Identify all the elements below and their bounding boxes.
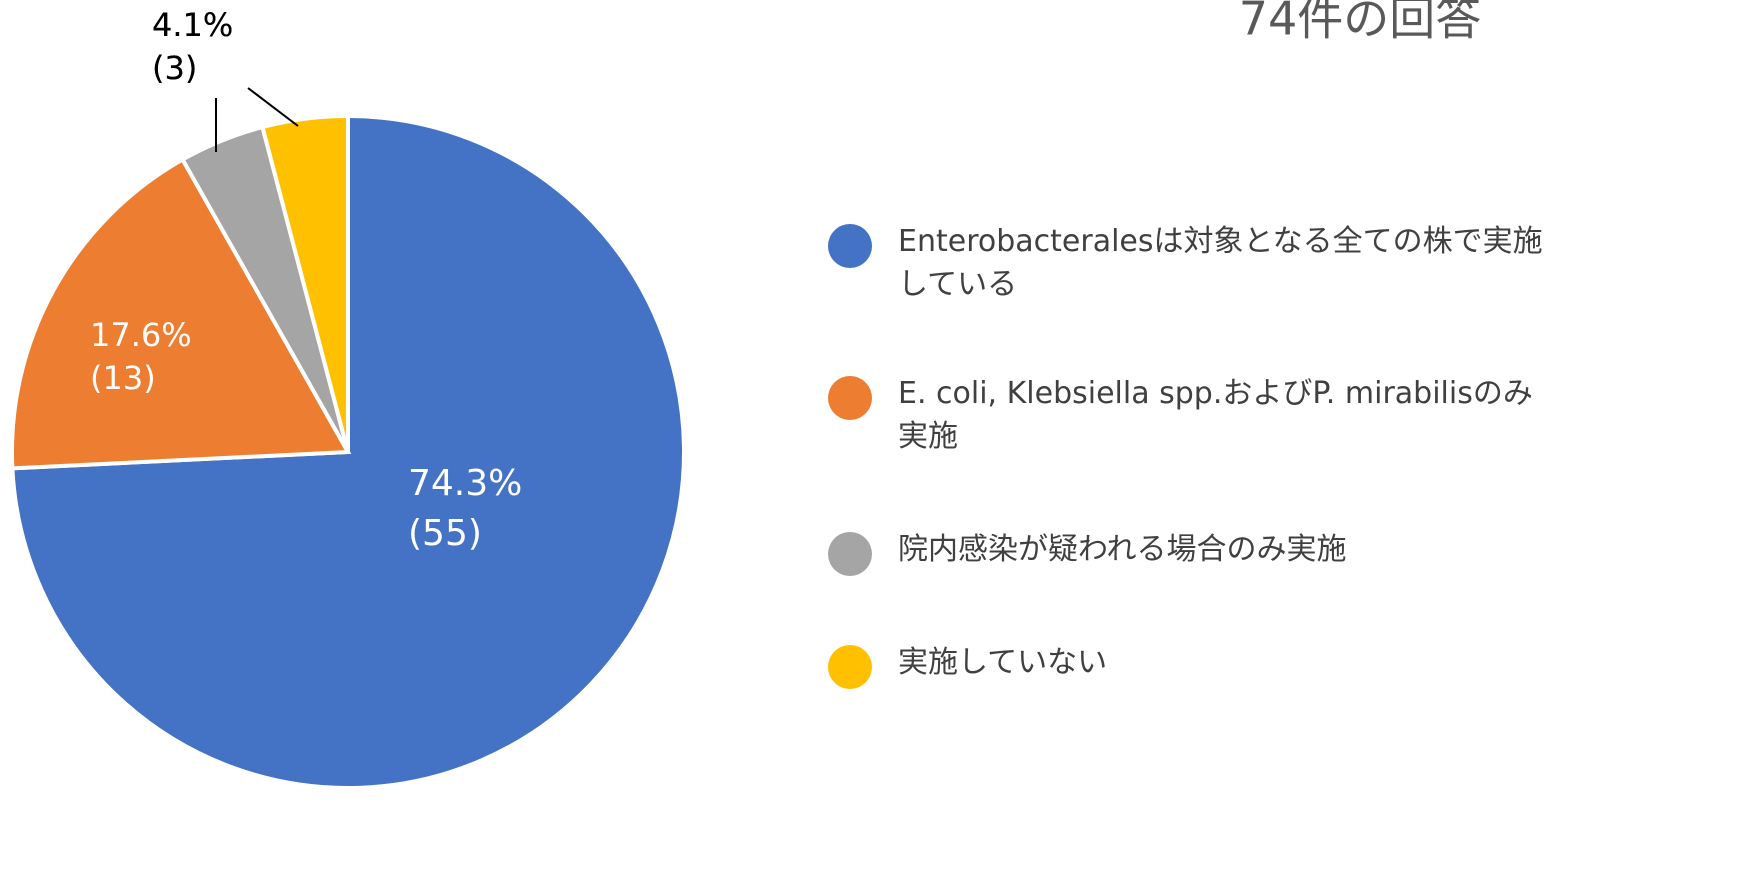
leader-line [247, 87, 299, 127]
count-label: (3) [152, 49, 197, 87]
pie-slice [10, 156, 352, 471]
legend-swatch [828, 645, 872, 689]
legend-label: E. coli, Klebsiella spp.およびP. mirabilisの… [898, 376, 1533, 454]
legend-swatch [828, 532, 872, 576]
legend-item: E. coli, Klebsiella spp.およびP. mirabilisの… [828, 372, 1558, 458]
legend-swatch [828, 224, 872, 268]
data-label: 4.1% [152, 6, 233, 44]
legend-label: Enterobacteralesは対象となる全ての株で実施している [898, 224, 1543, 302]
data-label: 17.6% [90, 316, 192, 354]
pie-slice [260, 113, 350, 453]
count-label: (13) [90, 359, 156, 397]
legend-label: 実施していない [898, 645, 1108, 680]
pie [10, 113, 686, 790]
data-label: 4.1% [152, 6, 233, 44]
count-label: (3) [152, 49, 197, 87]
legend-item: Enterobacteralesは対象となる全ての株で実施している [828, 220, 1558, 306]
chart-title: 74件の回答 [1239, 0, 1482, 46]
count-label: (55) [408, 513, 482, 554]
legend-item: 実施していない [828, 641, 1558, 689]
legend-item: 院内感染が疑われる場合のみ実施 [828, 528, 1558, 576]
legend-swatch [828, 376, 872, 420]
legend-label: 院内感染が疑われる場合のみ実施 [898, 532, 1347, 567]
data-label: 74.3% [408, 463, 522, 504]
